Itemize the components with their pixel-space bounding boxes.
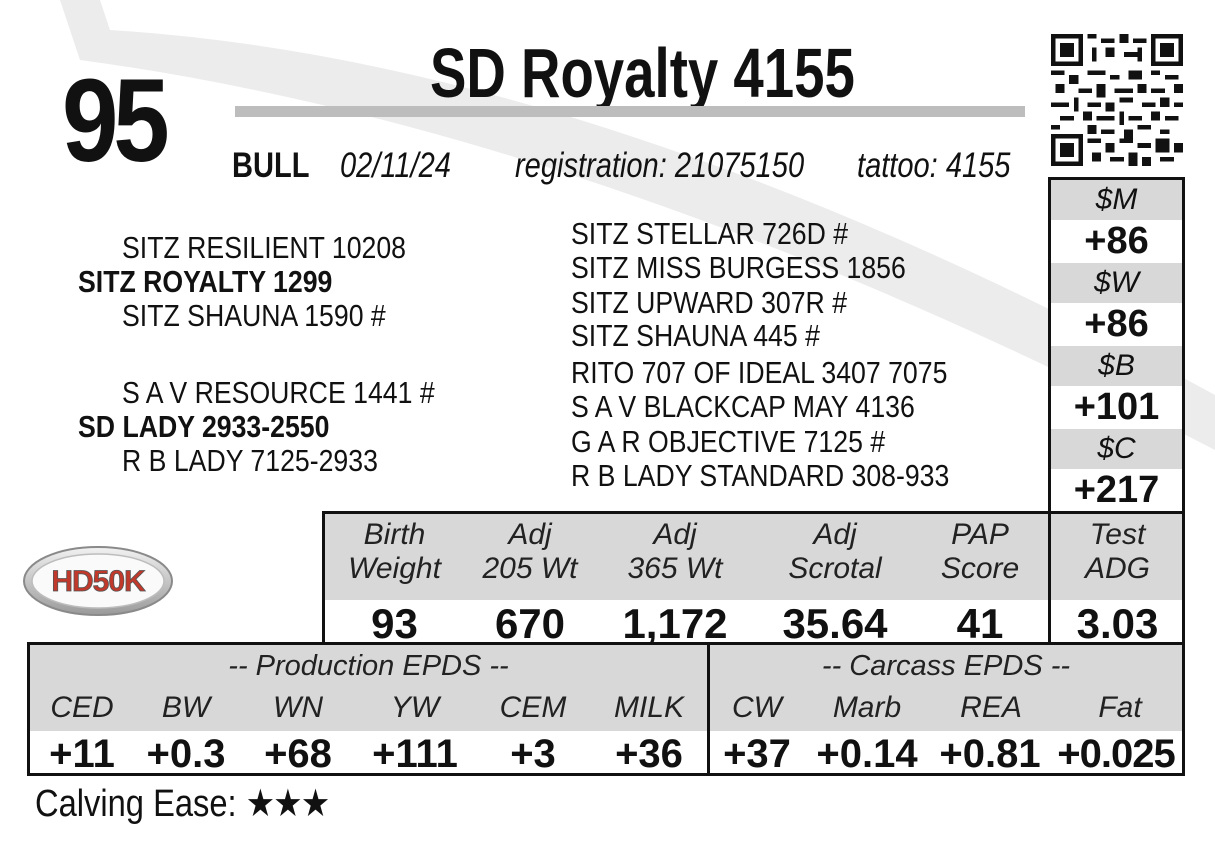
pedigree-great-grandparent: SITZ MISS BURGESS 1856 [571,250,906,285]
perf-label-adj-scrotal-1: Adj [813,518,857,551]
epd-header-band [30,645,1182,731]
epd-label-ced: CED [50,691,114,724]
perf-value-birth-weight: 93 [371,600,418,647]
perf-label-adj-365-2: 365 Wt [627,552,723,585]
epd-value-milk: +36 [615,732,683,776]
title-underline [235,106,1025,117]
pedigree-great-grandparent: SITZ UPWARD 307R # [571,285,848,320]
index-value-m: +86 [1051,220,1182,263]
performance-divider [1048,514,1051,645]
epd-table: -- Production EPDS -- -- Carcass EPDS --… [27,642,1185,776]
qr-code-icon[interactable] [1049,34,1185,166]
epd-value-rea: +0.81 [939,732,1041,776]
epd-value-cw: +37 [723,732,791,776]
dollar-index-column: $M +86 $W +86 $B +101 $C +217 [1048,177,1185,512]
perf-value-test-adg: 3.03 [1076,600,1159,647]
epd-label-marb: Marb [832,691,902,724]
pedigree-dam: SD LADY 2933-2550 [78,409,330,444]
index-label-w: $W [1051,263,1182,303]
epd-value-yw: +111 [372,732,458,776]
epd-label-wn: WN [273,691,323,724]
sex-label: BULL [232,146,310,185]
perf-label-adj-scrotal-2: Scrotal [788,552,882,585]
performance-table: Birth Weight 93 Adj 205 Wt 670 Adj 365 W… [322,511,1185,647]
index-label-c: $C [1051,429,1182,469]
epd-label-rea: REA [960,691,1022,724]
epd-value-bw: +0.3 [146,732,226,776]
index-value-b: +101 [1051,386,1182,429]
perf-label-pap-2: Score [940,552,1020,585]
epd-value-marb: +0.14 [816,732,918,776]
index-value-c: +217 [1051,469,1182,512]
pedigree-dam-dam: R B LADY 7125-2933 [122,443,378,478]
pedigree-great-grandparent: RITO 707 OF IDEAL 3407 7075 [571,355,948,390]
epd-value-ced: +11 [49,732,115,776]
epd-label-cw: CW [732,691,782,724]
svg-text:HD50K: HD50K [51,565,146,598]
pedigree-sire-sire: SITZ RESILIENT 10208 [122,230,407,265]
perf-label-pap-1: PAP [951,518,1009,551]
tattoo-number: tattoo: 4155 [857,146,1011,185]
pedigree-great-grandparent: SITZ SHAUNA 445 # [571,318,820,353]
production-epds-title: -- Production EPDS -- [228,650,509,682]
epd-label-bw: BW [161,691,211,724]
perf-value-adj-365: 1,172 [622,600,728,647]
epd-value-fat: +0.025 [1057,732,1175,776]
index-label-m: $M [1051,180,1182,220]
perf-label-adj-205-2: 205 Wt [482,552,578,585]
carcass-epds-title: -- Carcass EPDS -- [821,650,1071,682]
epd-value-cem: +3 [510,732,556,776]
pedigree-great-grandparent: R B LADY STANDARD 308-933 [571,458,950,493]
perf-value-adj-205: 670 [494,600,566,647]
calving-ease-label: Calving Ease: [35,783,237,825]
hd50k-logo: HD50K [23,546,173,616]
pedigree-sire: SITZ ROYALTY 1299 [78,264,333,299]
pedigree-great-grandparent: S A V BLACKCAP MAY 4136 [571,389,915,424]
perf-label-birth-weight-1: Birth [363,518,426,551]
performance-header-band [325,514,1182,600]
pedigree-great-grandparent: SITZ STELLAR 726D # [571,216,849,251]
epd-label-milk: MILK [613,691,685,724]
pedigree-great-grandparent: G A R OBJECTIVE 7125 # [571,424,886,459]
pedigree-sire-dam: SITZ SHAUNA 1590 # [122,298,386,333]
birth-date: 02/11/24 [340,146,451,185]
epd-label-yw: YW [390,691,440,724]
calving-ease-stars-icon: ★★★ [245,783,330,825]
perf-label-adj-365-1: Adj [653,518,697,551]
index-label-b: $B [1051,346,1182,386]
perf-label-test-adg-2: ADG [1084,552,1150,585]
epd-value-wn: +68 [264,732,332,776]
perf-label-adj-205-1: Adj [508,518,552,551]
epd-divider [707,645,710,773]
perf-label-test-adg-1: Test [1089,518,1146,551]
calving-ease: Calving Ease: ★★★ [35,783,330,825]
epd-label-fat: Fat [1098,691,1142,724]
animal-name-title: SD Royalty 4155 [430,34,855,112]
index-value-w: +86 [1051,303,1182,346]
registration-number: registration: 21075150 [515,146,805,185]
perf-value-adj-scrotal: 35.64 [782,600,888,647]
epd-label-cem: CEM [499,691,567,724]
pedigree-dam-sire: S A V RESOURCE 1441 # [122,375,435,410]
perf-label-birth-weight-2: Weight [348,552,441,585]
lot-number: 95 [62,55,170,187]
perf-value-pap: 41 [956,600,1004,647]
